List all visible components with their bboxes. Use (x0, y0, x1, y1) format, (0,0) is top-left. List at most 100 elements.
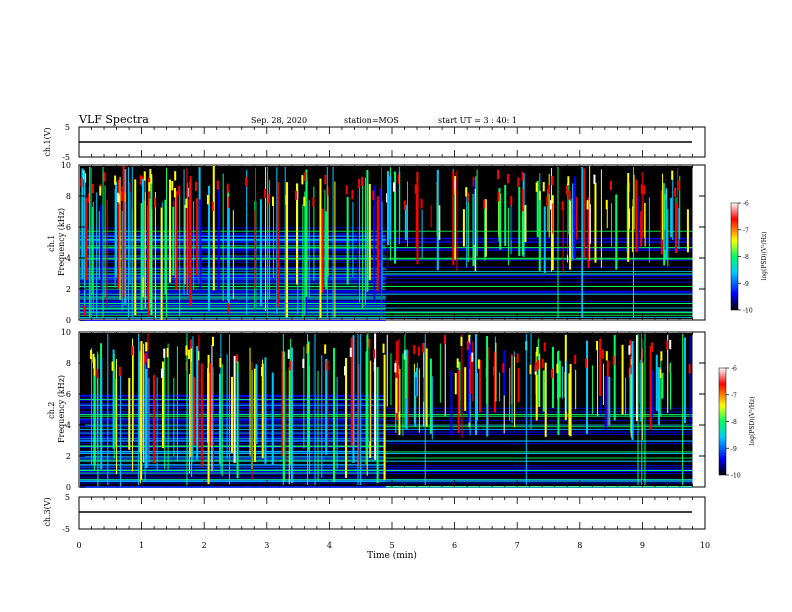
sferic-streak (193, 376, 196, 446)
sferic-streak (100, 357, 103, 470)
sferic-hotspot (372, 190, 375, 200)
sferic-streak (657, 367, 660, 426)
sferic-streak (644, 202, 646, 247)
sferic-hotspot (517, 177, 520, 187)
sferic-streak (414, 372, 417, 427)
sferic-streak (543, 206, 546, 273)
sferic-hotspot (483, 199, 486, 209)
sferic-hotspot (506, 174, 509, 184)
ch2-spectrogram-ylabel: ch.2 Frequency (kHz) (47, 375, 66, 443)
tone-line (80, 479, 693, 481)
sferic-streak (91, 347, 93, 466)
sferic-streak (176, 346, 178, 461)
sferic-streak (600, 377, 602, 418)
sferic-streak (276, 167, 278, 314)
sferic-hotspot (414, 184, 417, 194)
sferic-streak (271, 372, 274, 465)
sferic-streak (635, 335, 638, 422)
sferic-hotspot (373, 349, 376, 359)
vertical-line (637, 334, 639, 485)
sferic-streak (689, 335, 691, 426)
sferic-streak (404, 204, 407, 241)
sferic-hotspot (312, 197, 315, 207)
sferic-hotspot (111, 361, 114, 371)
sferic-hotspot (185, 198, 188, 208)
sferic-streak (436, 169, 439, 271)
sferic-streak (324, 189, 326, 286)
sferic-streak (469, 368, 471, 436)
chart-title: VLF Spectra (78, 113, 149, 126)
ch2-spectrogram-yticks: 0 2 4 6 8 10 (61, 328, 705, 492)
tone-line (80, 293, 693, 295)
sferic-streak (193, 201, 195, 290)
sferic-hotspot (289, 361, 292, 371)
sferic-hotspot (541, 358, 544, 368)
sferic-streak (141, 178, 144, 277)
sferic-streak (259, 199, 262, 307)
sferic-streak (84, 171, 86, 306)
sferic-streak (415, 188, 417, 248)
sferic-streak (630, 359, 632, 438)
sferic-streak (333, 348, 336, 483)
sferic-streak (484, 206, 486, 261)
noise-band (80, 451, 693, 453)
sferic-streak (317, 370, 319, 482)
x-tick-label: 3 (264, 541, 269, 550)
sferic-hotspot (211, 336, 214, 347)
sferic-hotspot (561, 201, 564, 211)
noise-band (80, 317, 386, 319)
sferic-streak (96, 192, 98, 318)
noise-band (80, 230, 693, 232)
sferic-hotspot (472, 177, 475, 187)
noise-band (80, 238, 693, 240)
sferic-hotspot (510, 196, 513, 206)
sferic-streak (613, 335, 616, 421)
noise-band (80, 316, 693, 318)
sferic-streak (325, 211, 328, 290)
sferic-streak (439, 343, 441, 403)
sferic-hotspot (138, 342, 141, 352)
sferic-streak (305, 169, 308, 297)
sferic-hotspot (143, 171, 146, 181)
sferic-hotspot (628, 345, 631, 355)
sferic-streak (139, 349, 141, 453)
sferic-streak (641, 172, 643, 239)
sferic-hotspot (567, 176, 570, 186)
sferic-hotspot (605, 199, 608, 210)
sferic-streak (621, 344, 624, 415)
noise-band (80, 473, 693, 475)
ch3-voltage-ytick-bottom: -5 (62, 525, 70, 534)
vertical-line (138, 334, 140, 485)
sferic-streak (457, 370, 460, 434)
sferic-streak (558, 360, 561, 398)
sferic-streak (398, 339, 400, 412)
tone-line (80, 452, 693, 454)
noise-band (80, 314, 693, 316)
sferic-streak (186, 182, 188, 296)
sferic-streak (327, 188, 329, 277)
sferic-streak (536, 180, 539, 238)
y-tick-label: 6 (66, 223, 71, 232)
sferic-streak (415, 377, 417, 396)
sferic-streak (167, 343, 169, 471)
sferic-streak (454, 194, 456, 247)
sferic-streak (219, 373, 222, 464)
sferic-streak (255, 364, 258, 444)
sferic-streak (663, 183, 666, 266)
tone-line (80, 460, 693, 462)
sferic-streak (249, 347, 251, 456)
sferic-streak (308, 365, 310, 475)
sferic-streak (629, 367, 631, 418)
sferic-streak (615, 194, 618, 270)
sferic-streak (128, 377, 131, 450)
sferic-streak (395, 378, 398, 413)
sferic-streak (661, 372, 664, 399)
noise-band (80, 486, 386, 488)
y-tick-label: 8 (66, 192, 71, 201)
sferic-streak (169, 179, 172, 283)
sferic-streak (381, 201, 383, 290)
sferic-hotspot (80, 177, 83, 188)
sferic-streak (514, 356, 516, 428)
sferic-streak (217, 181, 220, 290)
sferic-hotspot (361, 176, 364, 187)
